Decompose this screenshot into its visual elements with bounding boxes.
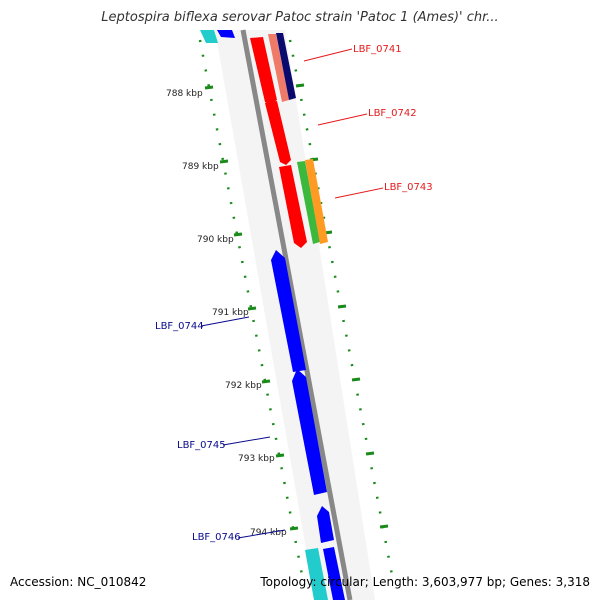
- leader-lines: [200, 48, 384, 539]
- gene-label-lbf-0746[interactable]: LBF_0746: [192, 532, 241, 543]
- major-tick: [365, 451, 375, 456]
- tick-label-792: 792 kbp: [225, 381, 262, 391]
- gene-lbf-0744[interactable]: [271, 250, 306, 372]
- gene-label-lbf-0743[interactable]: LBF_0743: [384, 182, 433, 193]
- gene-lbf-0743-orange[interactable]: [305, 159, 328, 244]
- tick-label-791: 791 kbp: [212, 308, 249, 318]
- gene-lbf-0745[interactable]: [292, 369, 327, 495]
- top-cyan-feature: [200, 30, 218, 43]
- gene-lbf-0746[interactable]: [317, 506, 334, 543]
- gene-lbf-0743[interactable]: [279, 165, 307, 248]
- major-tick: [295, 83, 305, 88]
- map-title: Leptospira biflexa serovar Patoc strain …: [101, 10, 499, 25]
- outer-tick-line: [288, 39, 394, 576]
- backbone-line: [240, 29, 353, 600]
- gene-label-lbf-0744[interactable]: LBF_0744: [155, 321, 204, 332]
- major-tick: [337, 304, 347, 309]
- major-tick: [204, 85, 214, 90]
- major-tick: [379, 524, 389, 529]
- major-tick: [261, 379, 271, 384]
- inner-tick-line: [198, 39, 304, 576]
- leader-lbf-0746: [237, 529, 286, 539]
- leader-lbf-0743: [334, 187, 384, 199]
- tick-label-790: 790 kbp: [197, 235, 234, 245]
- gene-lbf-0741[interactable]: [250, 37, 277, 105]
- top-blue-feature: [217, 30, 235, 38]
- gene-lbf-0743-green[interactable]: [297, 161, 320, 244]
- gene-lbf-0741-navy[interactable]: [276, 33, 296, 100]
- major-tick: [289, 526, 299, 531]
- bottom-blue-feature: [323, 547, 345, 600]
- major-tick: [233, 232, 243, 237]
- major-tick: [275, 453, 285, 458]
- tick-label-788: 788 kbp: [166, 89, 203, 99]
- gene-label-lbf-0741[interactable]: LBF_0741: [353, 44, 402, 55]
- major-tick: [351, 377, 361, 382]
- topology-text: Topology: circular; Length: 3,603,977 bp…: [260, 575, 590, 589]
- leader-lbf-0742: [317, 113, 368, 126]
- leader-lbf-0744: [200, 316, 250, 327]
- accession-text: Accession: NC_010842: [10, 575, 147, 589]
- major-tick: [219, 159, 229, 164]
- tick-label-793: 793 kbp: [238, 454, 275, 464]
- leader-lbf-0745: [222, 436, 271, 446]
- bottom-cyan-feature: [305, 548, 328, 600]
- gene-label-lbf-0742[interactable]: LBF_0742: [368, 108, 417, 119]
- major-tick: [247, 306, 257, 311]
- gene-label-lbf-0745[interactable]: LBF_0745: [177, 440, 226, 451]
- tick-label-789: 789 kbp: [182, 162, 219, 172]
- gene-lbf-0741-salmon[interactable]: [268, 34, 289, 102]
- leader-lbf-0741: [303, 48, 353, 62]
- gene-labels: LBF_0741 LBF_0742 LBF_0743 LBF_0744 LBF_…: [155, 44, 433, 543]
- gene-lbf-0742[interactable]: [265, 101, 291, 165]
